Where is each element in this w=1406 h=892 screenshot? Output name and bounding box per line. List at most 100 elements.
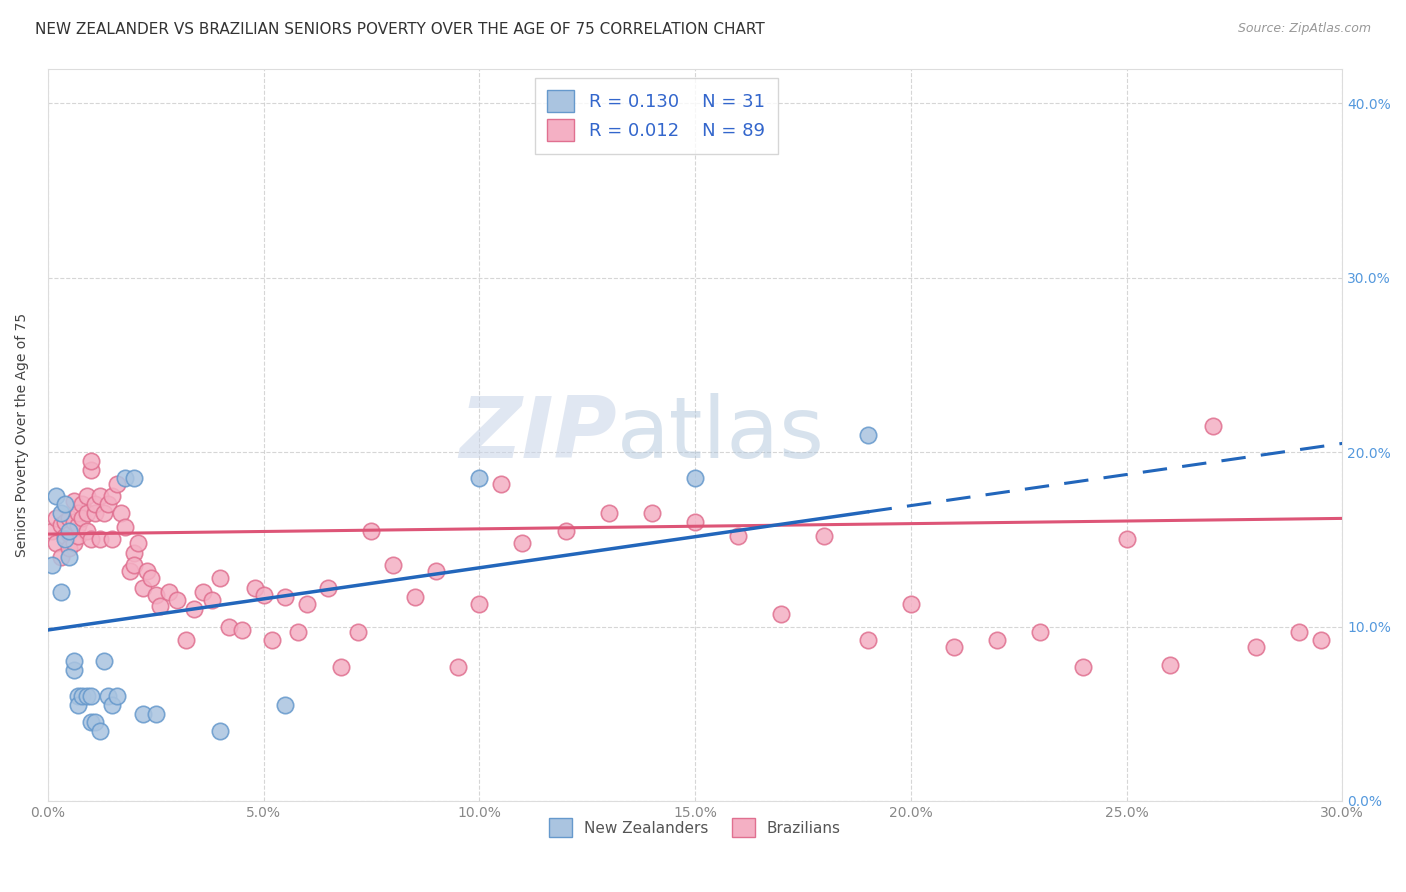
Point [53,533,76,547]
Point [145,706,167,721]
Point [1115,533,1137,547]
Point [942,640,965,655]
Point [131,706,153,721]
Point [683,515,706,529]
Point [49,584,72,599]
Point [598,506,620,520]
Point [1073,659,1095,673]
Point [122,546,145,560]
Point [122,558,145,573]
Point [856,427,879,442]
Point [287,624,309,639]
Point [89,724,111,739]
Point [80,690,103,704]
Point [84,715,107,730]
Y-axis label: Seniors Poverty Over the Age of 75: Seniors Poverty Over the Age of 75 [15,312,30,557]
Point [66,690,89,704]
Point [145,588,167,602]
Point [76,489,98,503]
Point [316,581,339,595]
Point [174,633,197,648]
Point [72,690,94,704]
Point [76,690,98,704]
Point [76,524,98,538]
Point [80,533,103,547]
Point [262,633,284,648]
Text: ZIP: ZIP [460,393,617,476]
Point [80,454,103,468]
Point [72,511,94,525]
Point [62,536,84,550]
Point [114,520,136,534]
Point [201,593,224,607]
Point [404,590,426,604]
Point [53,515,76,529]
Point [489,476,512,491]
Point [41,558,63,573]
Point [425,564,447,578]
Point [813,529,835,543]
Point [58,527,80,541]
Point [231,623,253,637]
Point [727,529,749,543]
Point [856,633,879,648]
Point [1159,657,1181,672]
Point [62,654,84,668]
Point [53,529,76,543]
Point [49,549,72,564]
Point [641,506,664,520]
Text: Source: ZipAtlas.com: Source: ZipAtlas.com [1237,22,1371,36]
Point [49,518,72,533]
Point [62,515,84,529]
Point [58,549,80,564]
Point [114,471,136,485]
Point [900,597,922,611]
Point [554,524,576,538]
Point [136,564,159,578]
Point [330,659,353,673]
Point [770,607,793,622]
Point [986,633,1008,648]
Point [468,471,491,485]
Point [58,524,80,538]
Point [84,506,107,520]
Point [80,462,103,476]
Point [45,489,67,503]
Text: NEW ZEALANDER VS BRAZILIAN SENIORS POVERTY OVER THE AGE OF 75 CORRELATION CHART: NEW ZEALANDER VS BRAZILIAN SENIORS POVER… [35,22,765,37]
Point [93,506,115,520]
Point [1288,624,1310,639]
Point [62,663,84,677]
Point [218,619,240,633]
Text: atlas: atlas [617,393,825,476]
Point [122,471,145,485]
Point [53,498,76,512]
Point [101,489,124,503]
Point [89,489,111,503]
Point [45,511,67,525]
Point [84,498,107,512]
Point [58,511,80,525]
Point [110,506,132,520]
Point [118,564,141,578]
Point [101,698,124,712]
Point [1029,624,1052,639]
Point [58,541,80,555]
Point [209,724,232,739]
Point [105,476,128,491]
Point [141,571,163,585]
Point [468,597,491,611]
Point [274,590,297,604]
Point [62,494,84,508]
Point [157,584,180,599]
Point [49,506,72,520]
Point [209,571,232,585]
Point [66,529,89,543]
Point [66,506,89,520]
Point [1244,640,1267,655]
Point [80,715,103,730]
Point [191,584,214,599]
Point [66,698,89,712]
Point [101,533,124,547]
Point [105,690,128,704]
Point [360,524,382,538]
